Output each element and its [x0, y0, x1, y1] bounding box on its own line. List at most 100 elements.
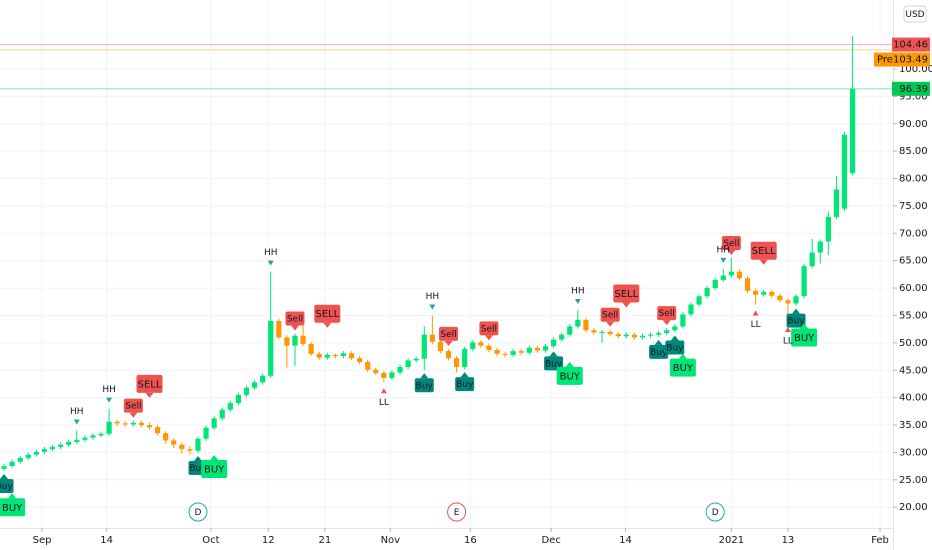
signal-box [201, 459, 228, 478]
candle-body [357, 358, 363, 363]
signal-pointer [727, 249, 736, 255]
candle-body [769, 291, 775, 296]
signal-label: SELL [138, 379, 162, 390]
signal-label: BUY [673, 363, 694, 374]
candle-body [227, 403, 233, 410]
signal-box [613, 284, 640, 303]
signal: Buy [455, 372, 475, 392]
candle-body [462, 348, 468, 367]
candle-body [478, 342, 484, 346]
candle-body [17, 457, 23, 462]
candle-body [268, 320, 274, 376]
candle-body [849, 88, 856, 174]
candle-body [154, 427, 161, 434]
candle-body [203, 427, 209, 439]
candle-body [235, 394, 242, 404]
candle-body [696, 296, 702, 305]
signal: BUY [791, 323, 818, 347]
candle-body [720, 275, 726, 280]
signal: Sell [600, 307, 620, 327]
signal-pointer [210, 454, 219, 460]
signal-label: Sell [481, 324, 497, 334]
candle-body [801, 266, 807, 297]
candle-body [728, 271, 734, 276]
signal-label: LL [751, 320, 761, 330]
candle-body [591, 330, 597, 333]
signal-box [665, 340, 685, 355]
signal-pointer [290, 325, 299, 331]
signal-box [0, 479, 14, 494]
signal: SELL [613, 284, 640, 308]
signal-box [600, 307, 620, 322]
candle-body [25, 454, 31, 458]
signal-pointer [565, 361, 574, 367]
candle-body [171, 440, 177, 445]
signal: Buy [414, 373, 434, 393]
x-tick-label: Sep [33, 535, 52, 546]
candle-body [712, 279, 718, 289]
candle-body [381, 372, 387, 378]
signal-label: Buy [456, 380, 474, 390]
signal-pointer [549, 351, 558, 357]
candle-body [98, 433, 104, 436]
signal-label: HH [70, 407, 84, 417]
signal-label: LL [379, 398, 389, 408]
candle-body [106, 421, 112, 434]
x-tick-label: 12 [262, 535, 275, 546]
candle-body [251, 382, 258, 388]
candle-body [793, 296, 799, 304]
candle-body [114, 421, 120, 424]
signal-label: BUY [2, 503, 23, 514]
signal-box [455, 377, 475, 392]
signal-pointer [444, 340, 453, 346]
candle-body [146, 425, 153, 428]
signal: BUY [556, 361, 583, 385]
signal-pointer [323, 322, 332, 328]
signal-label: BUY [204, 464, 225, 475]
currency[interactable]: USD [905, 10, 924, 20]
signal: BUY [201, 454, 228, 478]
candle-body [373, 369, 379, 373]
y-tick-label: 75.00 [899, 201, 928, 212]
currency-button[interactable] [903, 5, 927, 23]
candle-body [260, 375, 266, 383]
signal: LL [751, 310, 761, 330]
candle-body [9, 461, 15, 467]
y-tick-label: 95.00 [899, 91, 928, 102]
price-tag-value: 96.39 [899, 84, 928, 95]
candle-body [429, 334, 435, 342]
candle-body [219, 409, 225, 419]
y-tick-label: 45.00 [899, 365, 928, 376]
x-tick-label: 14 [100, 535, 113, 546]
candle-body [90, 435, 96, 438]
signal-pointer [193, 455, 202, 461]
event-marker [188, 502, 208, 522]
signal-label: BUY [794, 333, 815, 344]
signal-label: Sell [440, 330, 456, 340]
candle-body [308, 343, 314, 354]
candle-body [744, 278, 751, 291]
grid [0, 0, 893, 528]
candle-body [413, 358, 419, 361]
candle-body [421, 334, 427, 359]
candle-body [526, 347, 532, 353]
signal-label: Buy [189, 464, 207, 474]
signal: HH [102, 385, 116, 403]
candle-body [664, 330, 670, 334]
signal: Buy [0, 474, 14, 494]
candle-body [82, 437, 88, 440]
signal: Sell [721, 235, 741, 255]
signal-box [669, 358, 696, 377]
x-tick-label: Feb [871, 535, 889, 546]
candle-body [761, 291, 767, 295]
signal: Buy [544, 351, 564, 371]
candle-body [656, 333, 662, 335]
candle-body [211, 418, 217, 428]
signal-box [439, 326, 459, 341]
candle-body [276, 320, 282, 338]
signal: SELL [136, 374, 163, 398]
x-tick-label: 21 [319, 535, 332, 546]
candle-body [672, 326, 678, 331]
